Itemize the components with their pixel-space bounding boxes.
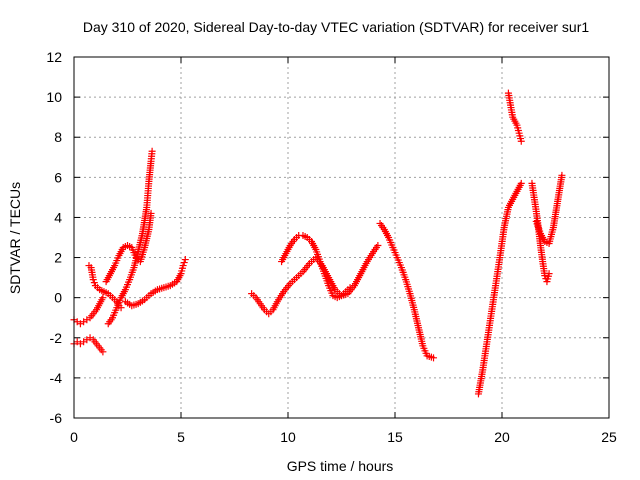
data-point xyxy=(374,242,382,250)
plot-frame xyxy=(73,56,610,419)
data-point xyxy=(147,209,155,217)
axis-ticks xyxy=(73,56,610,419)
series-arc-8 xyxy=(278,231,354,302)
data-point xyxy=(346,284,354,292)
y-tick-label: -2 xyxy=(50,330,63,346)
data-point-interp xyxy=(90,279,98,287)
data-point xyxy=(517,179,525,187)
series-arc-6 xyxy=(121,256,189,310)
y-tick-label: 4 xyxy=(54,209,62,225)
series-arc-11 xyxy=(504,89,525,145)
data-point-interp xyxy=(180,259,188,267)
y-tick-label: -6 xyxy=(50,410,63,426)
x-tick-label: 0 xyxy=(70,429,78,445)
x-axis-label: GPS time / hours xyxy=(287,458,394,474)
y-tick-label: 8 xyxy=(54,129,62,145)
y-tick-label: 0 xyxy=(54,290,62,306)
data-point xyxy=(545,270,553,278)
series-arc-10 xyxy=(474,179,525,398)
grid-lines xyxy=(74,57,609,418)
chart-title: Day 310 of 2020, Sidereal Day-to-day VTE… xyxy=(83,19,589,35)
data-points xyxy=(70,89,566,398)
x-tick-label: 5 xyxy=(177,429,185,445)
data-point xyxy=(148,147,156,155)
series-arc-2 xyxy=(70,334,107,356)
y-axis-label: SDTVAR / TECUs xyxy=(7,182,23,294)
x-tick-label: 25 xyxy=(601,429,617,445)
y-tick-label: 2 xyxy=(54,250,62,266)
series-arc-5 xyxy=(102,209,155,286)
y-tick-label: -4 xyxy=(50,370,63,386)
data-point xyxy=(99,294,107,302)
y-tick-label: 6 xyxy=(54,169,62,185)
axis-tick-labels: 0 5 10 15 20 25 -6 -4 -2 0 2 4 6 8 10 12 xyxy=(46,49,617,445)
y-tick-label: 12 xyxy=(46,49,62,65)
data-point xyxy=(430,354,438,362)
data-point xyxy=(558,171,566,179)
x-tick-label: 10 xyxy=(280,429,296,445)
data-point xyxy=(517,137,525,145)
data-point xyxy=(181,256,189,264)
data-point xyxy=(89,276,97,284)
y-tick-label: 10 xyxy=(46,89,62,105)
series-arc-13 xyxy=(532,171,566,248)
series-arc-1 xyxy=(70,294,107,328)
data-point xyxy=(179,262,187,270)
x-tick-label: 15 xyxy=(387,429,403,445)
series-arc-7 xyxy=(248,242,382,318)
series-arc-9 xyxy=(376,219,438,362)
data-point xyxy=(99,348,107,356)
x-tick-label: 20 xyxy=(494,429,510,445)
